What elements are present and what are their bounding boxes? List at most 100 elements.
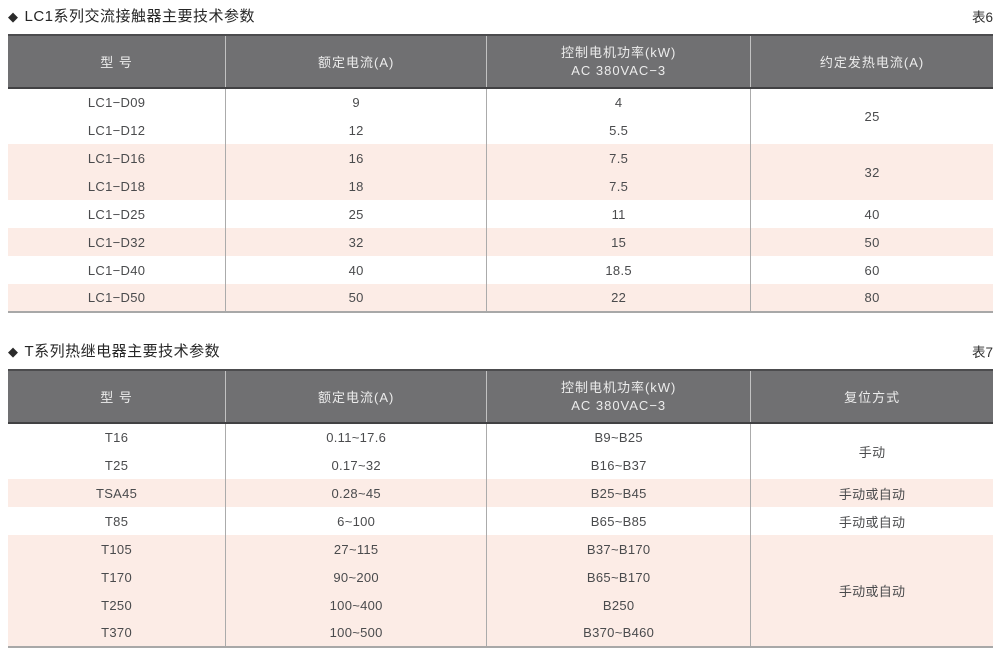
- power-cell: B65~B170: [486, 563, 751, 591]
- t-relay-params-table: 型 号 额定电流(A) 控制电机功率(kW) AC 380VAC−3 复位方式 …: [8, 369, 993, 648]
- diamond-bullet-icon: ◆: [8, 344, 19, 359]
- heating-current-cell: 80: [750, 284, 993, 312]
- power-cell: 11: [486, 200, 751, 228]
- table-row: LC1−D40 40 18.5 60: [8, 256, 993, 284]
- heating-current-cell: 60: [750, 256, 993, 284]
- rated-current-cell: 0.11~17.6: [225, 423, 487, 451]
- power-cell: B25~B45: [486, 479, 751, 507]
- table7-label: 表7: [971, 345, 993, 360]
- header-motor-power: 控制电机功率(kW) AC 380VAC−3: [486, 369, 751, 424]
- header-motor-power: 控制电机功率(kW) AC 380VAC−3: [486, 34, 751, 89]
- lc1-table-header: 型 号 额定电流(A) 控制电机功率(kW) AC 380VAC−3 约定发热电…: [8, 34, 993, 89]
- t-relay-section-title-text: T系列热继电器主要技术参数: [24, 343, 221, 360]
- model-cell: T170: [8, 563, 226, 591]
- heating-current-cell: 25: [750, 88, 993, 144]
- rated-current-cell: 18: [225, 172, 487, 200]
- t-relay-title-row: ◆ T系列热继电器主要技术参数 表7: [8, 340, 993, 361]
- reset-mode-cell: 手动: [750, 423, 993, 479]
- power-cell: 7.5: [486, 172, 751, 200]
- header-rated-current: 额定电流(A): [225, 34, 487, 89]
- t-relay-table-header: 型 号 额定电流(A) 控制电机功率(kW) AC 380VAC−3 复位方式: [8, 369, 993, 424]
- header-motor-power-line2: AC 380VAC−3: [571, 397, 667, 413]
- model-cell: LC1−D16: [8, 144, 226, 172]
- model-cell: T25: [8, 451, 226, 479]
- table-row: LC1−D32 32 15 50: [8, 228, 993, 256]
- rated-current-cell: 0.17~32: [225, 451, 487, 479]
- power-cell: B250: [486, 591, 751, 619]
- power-cell: B9~B25: [486, 423, 751, 451]
- model-cell: LC1−D18: [8, 172, 226, 200]
- heating-current-cell: 50: [750, 228, 993, 256]
- table-row: LC1−D12 12 5.5: [8, 116, 993, 144]
- model-cell: T16: [8, 423, 226, 451]
- table-row: T170 90~200 B65~B170: [8, 563, 993, 591]
- t-relay-table-body: T16 0.11~17.6 B9~B25 手动 T25 0.17~32 B16~…: [8, 423, 993, 647]
- model-cell: T250: [8, 591, 226, 619]
- rated-current-cell: 100~400: [225, 591, 487, 619]
- table-row: T85 6~100 B65~B85 手动或自动: [8, 507, 993, 535]
- rated-current-cell: 12: [225, 116, 487, 144]
- rated-current-cell: 25: [225, 200, 487, 228]
- table-row: T25 0.17~32 B16~B37: [8, 451, 993, 479]
- rated-current-cell: 32: [225, 228, 487, 256]
- table-row: T250 100~400 B250: [8, 591, 993, 619]
- lc1-title-row: ◆ LC1系列交流接触器主要技术参数 表6: [8, 5, 993, 26]
- rated-current-cell: 6~100: [225, 507, 487, 535]
- table6-label: 表6: [971, 10, 993, 25]
- lc1-table-body: LC1−D09 9 4 25 LC1−D12 12 5.5 LC1−D16 16…: [8, 88, 993, 312]
- header-model: 型 号: [8, 34, 226, 89]
- model-cell: T105: [8, 535, 226, 563]
- table-row: TSA45 0.28~45 B25~B45 手动或自动: [8, 479, 993, 507]
- t-relay-section-title: ◆ T系列热继电器主要技术参数: [8, 340, 220, 361]
- power-cell: B370~B460: [486, 619, 751, 647]
- rated-current-cell: 50: [225, 284, 487, 312]
- header-model: 型 号: [8, 369, 226, 424]
- model-cell: LC1−D09: [8, 88, 226, 116]
- header-motor-power-line2: AC 380VAC−3: [571, 62, 667, 78]
- rated-current-cell: 0.28~45: [225, 479, 487, 507]
- header-heating-current: 约定发热电流(A): [750, 34, 993, 89]
- power-cell: 18.5: [486, 256, 751, 284]
- table-row: LC1−D25 25 11 40: [8, 200, 993, 228]
- table-row: T16 0.11~17.6 B9~B25 手动: [8, 423, 993, 479]
- model-cell: LC1−D25: [8, 200, 226, 228]
- model-cell: LC1−D32: [8, 228, 226, 256]
- diamond-bullet-icon: ◆: [8, 9, 19, 24]
- model-cell: LC1−D50: [8, 284, 226, 312]
- rated-current-cell: 27~115: [225, 535, 487, 563]
- rated-current-cell: 40: [225, 256, 487, 284]
- table-row: LC1−D09 9 4 25: [8, 88, 993, 144]
- heating-current-cell: 40: [750, 200, 993, 228]
- power-cell: 7.5: [486, 144, 751, 172]
- power-cell: 5.5: [486, 116, 751, 144]
- header-motor-power-line1: 控制电机功率(kW): [560, 379, 677, 395]
- table-row: LC1−D16 16 7.5 32: [8, 144, 993, 200]
- lc1-params-table: 型 号 额定电流(A) 控制电机功率(kW) AC 380VAC−3 约定发热电…: [8, 34, 993, 313]
- power-cell: 4: [486, 88, 751, 116]
- header-reset-mode: 复位方式: [750, 369, 993, 424]
- lc1-section-title-text: LC1系列交流接触器主要技术参数: [24, 8, 256, 25]
- table-row: T105 27~115 B37~B170 手动或自动: [8, 535, 993, 647]
- rated-current-cell: 9: [225, 88, 487, 116]
- lc1-section-title: ◆ LC1系列交流接触器主要技术参数: [8, 5, 255, 26]
- model-cell: LC1−D12: [8, 116, 226, 144]
- model-cell: TSA45: [8, 479, 226, 507]
- table-row: LC1−D50 50 22 80: [8, 284, 993, 312]
- t-relay-section: ◆ T系列热继电器主要技术参数 表7 型 号 额定电流(A) 控制电机功率(kW)…: [0, 340, 1001, 648]
- rated-current-cell: 90~200: [225, 563, 487, 591]
- power-cell: 22: [486, 284, 751, 312]
- rated-current-cell: 16: [225, 144, 487, 172]
- reset-mode-cell: 手动或自动: [750, 535, 993, 647]
- model-cell: T370: [8, 619, 226, 647]
- model-cell: T85: [8, 507, 226, 535]
- model-cell: LC1−D40: [8, 256, 226, 284]
- reset-mode-cell: 手动或自动: [750, 507, 993, 535]
- table-row: LC1−D18 18 7.5: [8, 172, 993, 200]
- heating-current-cell: 32: [750, 144, 993, 200]
- rated-current-cell: 100~500: [225, 619, 487, 647]
- power-cell: 15: [486, 228, 751, 256]
- lc1-contactor-section: ◆ LC1系列交流接触器主要技术参数 表6 型 号 额定电流(A) 控制电机功率(…: [0, 5, 1001, 313]
- power-cell: B65~B85: [486, 507, 751, 535]
- reset-mode-cell: 手动或自动: [750, 479, 993, 507]
